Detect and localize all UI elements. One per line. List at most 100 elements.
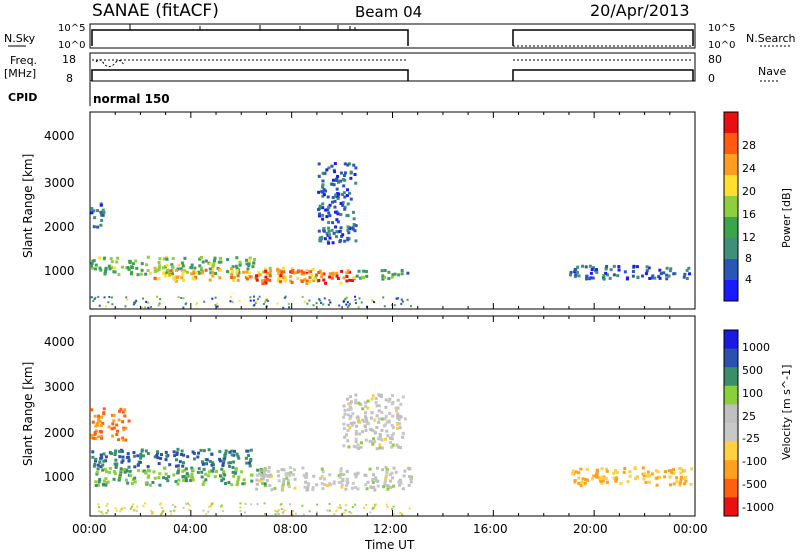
data-cell <box>211 297 214 300</box>
data-cell <box>136 505 139 508</box>
data-cell <box>92 259 96 263</box>
data-cell <box>324 208 328 212</box>
data-cell <box>98 460 102 464</box>
data-cell <box>296 269 300 273</box>
data-cell <box>344 504 347 507</box>
data-cell <box>248 461 252 465</box>
data-cell <box>131 265 135 269</box>
data-cell <box>393 304 396 307</box>
data-cell <box>351 506 354 509</box>
data-cell <box>679 478 683 482</box>
data-cell <box>569 270 573 274</box>
data-cell <box>147 306 150 309</box>
data-cell <box>100 415 104 419</box>
data-cell <box>577 482 581 486</box>
data-cell <box>99 210 103 214</box>
data-cell <box>214 296 217 299</box>
data-cell <box>386 506 389 509</box>
data-cell <box>575 271 579 275</box>
data-cell <box>342 427 346 431</box>
data-cell <box>200 475 204 479</box>
data-cell <box>105 512 108 515</box>
data-cell <box>301 296 304 299</box>
data-cell <box>94 424 98 428</box>
data-cell <box>196 270 200 274</box>
data-cell <box>188 504 191 507</box>
data-cell <box>321 179 325 183</box>
data-cell <box>108 466 112 470</box>
data-cell <box>317 270 321 274</box>
data-cell <box>200 266 204 270</box>
data-cell <box>252 295 255 298</box>
data-cell <box>180 449 184 453</box>
data-cell <box>157 266 161 270</box>
data-cell <box>123 408 127 412</box>
data-cell <box>657 275 661 279</box>
data-cell <box>688 272 692 276</box>
data-cell <box>126 455 130 459</box>
data-cell <box>623 270 627 274</box>
data-cell <box>308 299 311 302</box>
data-cell <box>93 267 97 271</box>
data-cell <box>345 271 349 275</box>
data-cell <box>363 506 366 509</box>
data-cell <box>617 265 621 269</box>
data-cell <box>679 471 683 475</box>
data-cell <box>362 276 366 280</box>
data-cell <box>328 272 332 276</box>
data-cell <box>163 265 167 269</box>
power-cbar-28: 28 <box>742 139 756 152</box>
data-cell <box>352 421 356 425</box>
data-cell <box>323 171 327 175</box>
data-cell <box>335 210 339 214</box>
data-cell <box>595 473 599 477</box>
data-cell <box>407 483 411 487</box>
data-cell <box>604 266 608 270</box>
data-cell <box>180 261 184 265</box>
data-cell <box>232 279 236 283</box>
data-cell <box>212 261 216 265</box>
data-cell <box>356 471 360 475</box>
axis-ticks <box>89 112 696 516</box>
data-cell <box>219 260 223 264</box>
data-cell <box>158 257 162 261</box>
data-cell <box>204 472 208 476</box>
data-cell <box>340 269 344 273</box>
data-cell <box>255 300 258 303</box>
data-cell <box>110 452 114 456</box>
data-cell <box>230 449 234 453</box>
data-cell <box>264 301 267 304</box>
data-cell <box>326 195 330 199</box>
data-cell <box>685 276 689 280</box>
vel-cbar-swatch <box>724 497 738 517</box>
data-cell <box>669 469 673 473</box>
data-cell <box>346 202 350 206</box>
data-cell <box>126 298 129 301</box>
data-cell <box>385 420 389 424</box>
data-cell <box>400 298 403 301</box>
data-cell <box>261 282 265 286</box>
data-cell <box>365 419 369 423</box>
data-cell <box>147 301 150 304</box>
data-cell <box>331 271 335 275</box>
data-cell <box>304 480 308 484</box>
data-cell <box>326 208 330 212</box>
data-cell <box>395 426 399 430</box>
data-cell <box>669 267 673 271</box>
nsky-spikes <box>129 24 356 30</box>
data-cell <box>197 467 201 471</box>
data-cell <box>172 503 175 506</box>
power-cbar-swatch <box>724 217 738 239</box>
data-cell <box>337 192 341 196</box>
data-cell <box>318 298 321 301</box>
data-cell <box>137 469 141 473</box>
data-cell <box>254 301 257 304</box>
data-cell <box>239 502 242 505</box>
vel-cbar-m1000: -1000 <box>742 501 774 514</box>
data-cell <box>202 509 205 512</box>
data-cell <box>380 437 384 441</box>
data-cell <box>176 464 180 468</box>
data-cell <box>97 480 101 484</box>
data-cell <box>97 416 101 420</box>
data-cell <box>633 477 637 481</box>
